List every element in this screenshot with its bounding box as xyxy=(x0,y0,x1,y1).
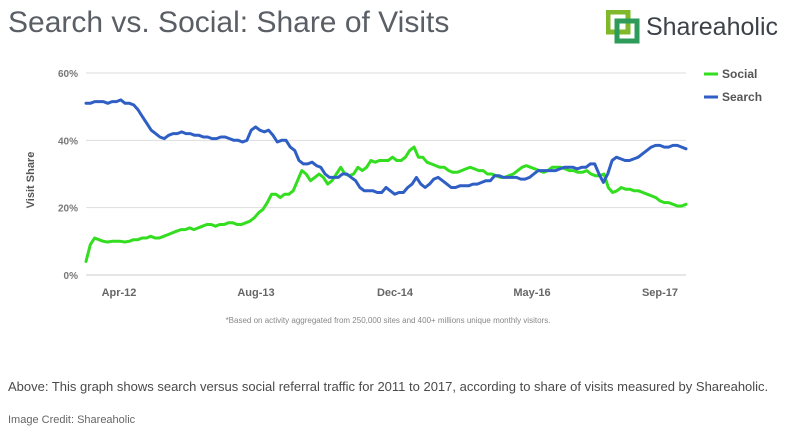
y-tick-label: 40% xyxy=(58,136,78,147)
x-tick-label: Apr-12 xyxy=(102,287,137,299)
series-layer xyxy=(84,98,688,263)
x-tick-label: Sep-17 xyxy=(642,287,678,299)
series-line-social xyxy=(84,145,688,263)
x-axis-ticks: Apr-12 Aug-13 Dec-14 May-16 Sep-17 xyxy=(102,287,678,299)
legend: Social Search xyxy=(704,67,762,104)
series-line-search xyxy=(84,98,688,196)
brand-name: Shareaholic xyxy=(645,12,778,41)
shareaholic-logo-icon xyxy=(605,10,640,44)
chart-title: Search vs. Social: Share of Visits xyxy=(8,6,450,39)
x-tick-label: Dec-14 xyxy=(377,287,414,299)
y-axis-title: Visit Share xyxy=(25,152,37,209)
image-caption: Above: This graph shows search versus so… xyxy=(8,379,769,394)
line-chart: 0% 20% 40% 60% Apr-12 Aug-13 Dec-14 May-16 Sep-… xyxy=(25,67,762,325)
x-tick-label: Aug-13 xyxy=(237,287,274,299)
legend-social-label: Social xyxy=(722,67,757,81)
x-tick-label: May-16 xyxy=(513,287,550,299)
grid-layer xyxy=(86,72,686,276)
y-tick-label: 0% xyxy=(64,271,79,282)
image-credit: Image Credit: Shareaholic xyxy=(8,414,136,426)
y-tick-label: 20% xyxy=(58,204,78,215)
legend-search-label: Search xyxy=(722,90,762,104)
y-axis-ticks: 0% 20% 40% 60% xyxy=(58,69,78,282)
chart-footnote: *Based on activity aggregated from 250,0… xyxy=(226,316,551,325)
brand-logo: Shareaholic xyxy=(605,10,778,44)
y-tick-label: 60% xyxy=(58,69,78,80)
